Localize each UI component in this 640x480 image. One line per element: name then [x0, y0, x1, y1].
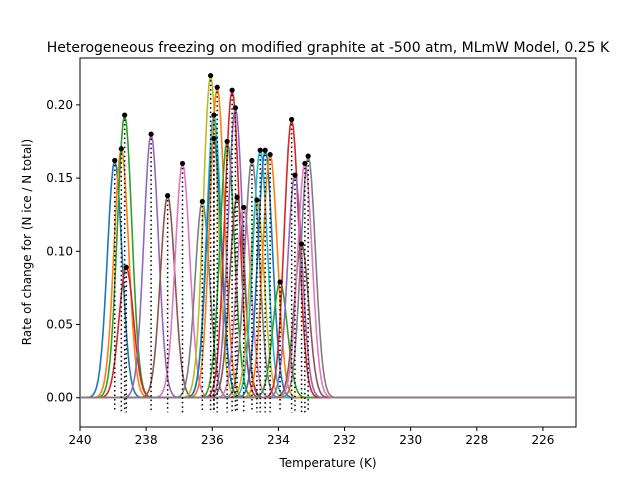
series-line: [80, 75, 576, 399]
peak-dot: [229, 87, 235, 93]
peak-dot: [241, 204, 247, 210]
peak-dot: [234, 194, 240, 200]
series-line: [80, 280, 576, 399]
x-tick-label: 230: [399, 433, 422, 447]
series-layer: [80, 75, 576, 399]
x-tick-label: 240: [69, 433, 92, 447]
peak-dot: [254, 197, 260, 203]
series-line: [80, 153, 576, 399]
x-tick-label: 234: [267, 433, 290, 447]
series-line: [80, 204, 576, 399]
y-tick-label: 0.15: [46, 171, 73, 185]
peak-dot: [122, 112, 128, 118]
peak-dot: [292, 172, 298, 178]
peak-dot: [211, 112, 217, 118]
peak-dot: [302, 160, 308, 167]
peak-dot: [211, 135, 217, 142]
x-tick-label: 228: [465, 433, 488, 447]
series-line: [80, 241, 576, 399]
series-line: [80, 193, 576, 399]
peak-dot: [112, 157, 118, 164]
chart-title: Heterogeneous freezing on modified graph…: [47, 40, 610, 56]
x-axis-label: Temperature (K): [278, 456, 376, 470]
peak-dot: [123, 264, 129, 270]
peak-dot: [148, 131, 154, 137]
plot-area: [79, 57, 577, 428]
peak-dots-layer: [112, 72, 311, 413]
peak-dot: [277, 279, 283, 285]
x-tick-label: 226: [531, 433, 554, 447]
peak-dot: [208, 72, 214, 79]
x-tick-label: 238: [135, 433, 158, 447]
peak-dot: [165, 193, 171, 199]
peak-dot: [199, 198, 205, 205]
series-line: [80, 198, 576, 399]
x-axis: 240 238 236 234 232 230 228 226: [69, 427, 554, 447]
peak-dot: [179, 160, 186, 167]
peak-dot: [298, 241, 305, 247]
x-tick-label: 236: [201, 433, 224, 447]
peak-dot: [267, 152, 273, 158]
y-tick-label: 0.20: [46, 98, 73, 112]
peak-dot: [305, 153, 311, 159]
x-tick-label: 232: [333, 433, 356, 447]
series-line: [80, 197, 576, 399]
peak-dot: [214, 84, 220, 90]
y-tick-label: 0.05: [46, 318, 73, 332]
y-axis: 0.00 0.05 0.10 0.15 0.20: [46, 98, 80, 405]
peak-dot: [118, 146, 124, 152]
peak-dot: [289, 116, 295, 123]
y-tick-label: 0.00: [46, 391, 73, 405]
peak-dot: [257, 147, 263, 153]
y-axis-label: Rate of change for (N ice / N total): [20, 139, 34, 345]
series-line: [80, 194, 576, 399]
series-line: [80, 265, 576, 399]
peak-dot: [249, 157, 255, 164]
y-tick-label: 0.10: [46, 244, 73, 258]
peak-dot: [232, 105, 239, 111]
peak-dot: [224, 138, 230, 145]
peak-dot: [262, 147, 268, 153]
